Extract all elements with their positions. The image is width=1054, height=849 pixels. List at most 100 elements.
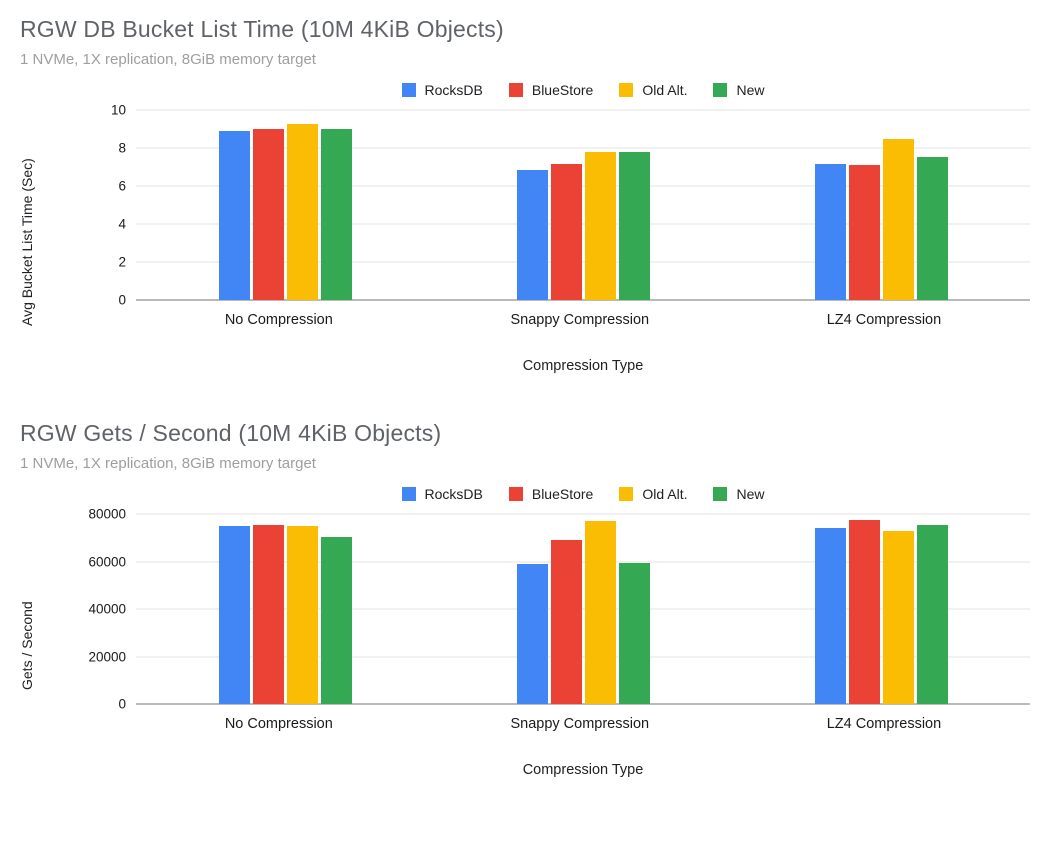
legend-label: Old Alt. [642,486,688,502]
legend-swatch-icon [508,83,523,97]
legend-item: Old Alt. [619,82,687,98]
y-axis-title: Gets / Second [19,601,35,691]
legend-swatch-icon [619,83,634,97]
bar-rocksdb [814,164,846,300]
bar-old-alt [882,530,914,704]
legend-item: Old Alt. [619,486,687,502]
legend: RocksDB BlueStore Old Alt. New [126,82,1040,98]
legend-label: New [736,486,765,502]
bar-bluestore [252,524,284,704]
bar-new [320,536,352,704]
bar-new [320,129,352,300]
legend-label: New [736,82,765,98]
bar-old-alt [286,124,318,300]
y-tick-label: 40000 [88,601,126,617]
legend: RocksDB BlueStore Old Alt. New [126,486,1040,502]
bar-group [516,514,650,704]
legend-item: RocksDB [401,82,483,98]
chart-gets-per-second[interactable]: RGW Gets / Second (10M 4KiB Objects) 1 N… [14,420,1040,778]
bar-bluestore [252,129,284,300]
y-tick-label: 60000 [88,554,126,569]
bar-rocksdb [814,528,846,704]
legend-item: BlueStore [508,82,594,98]
legend-item: New [713,486,765,502]
gridline [136,185,1030,187]
gridline [136,109,1030,111]
legend-label: BlueStore [531,486,594,502]
bar-group [814,110,948,300]
charts-page: RGW DB Bucket List Time (10M 4KiB Object… [14,16,1040,778]
bar-rocksdb [218,525,250,704]
legend-swatch-icon [401,487,416,501]
y-tick-label: 80000 [88,506,126,522]
x-axis-title: Compression Type [522,358,644,374]
plot-wrap: Gets / Second 0 20000 40000 60000 80000 No C… [19,507,1030,778]
bar-old-alt [286,525,318,704]
chart-bucket-list-time[interactable]: RGW DB Bucket List Time (10M 4KiB Object… [14,16,1040,374]
gridline [136,261,1030,263]
gridline [136,147,1030,149]
x-category-label: No Compression [224,312,333,328]
bar-rocksdb [516,169,548,300]
gridline [136,656,1030,657]
gridline [136,561,1030,562]
bar-new [618,562,650,704]
x-category-labels: No Compression Snappy Compression LZ4 Comp… [136,312,1030,328]
plot-area: 0 20000 40000 60000 80000 [88,507,1030,712]
bar-bluestore [848,165,880,300]
y-tick-label: 0 [118,696,126,712]
y-tick-label: 20000 [88,649,126,664]
chart-subtitle: 1 NVMe, 1X replication, 8GiB memory targ… [20,51,316,68]
bar-bluestore [848,519,880,704]
gridline [136,513,1030,515]
y-axis-title: Avg Bucket List Time (Sec) [19,158,35,326]
y-tick-label: 10 [110,102,126,118]
plot-wrap: Avg Bucket List Time (Sec) 0 2 4 6 8 10 No Co… [19,103,1030,374]
bar-groups [136,514,1030,704]
bar-old-alt [882,138,914,300]
x-category-label: Snappy Compression [510,312,650,328]
chart-title: RGW Gets / Second (10M 4KiB Objects) [20,420,442,446]
bar-group [516,110,650,300]
legend-swatch-icon [713,487,728,501]
legend-item: New [713,82,765,98]
bar-new [618,151,650,300]
y-tick-label: 6 [118,178,126,194]
legend-swatch-icon [619,487,634,501]
bar-bluestore [550,164,582,300]
bar-new [916,524,948,704]
bar-groups [136,110,1030,300]
legend-swatch-icon [508,487,523,501]
gridline [136,223,1030,225]
legend-swatch-icon [713,83,728,97]
legend-swatch-icon [401,83,416,97]
y-tick-label: 0 [118,292,126,308]
x-axis-title: Compression Type [522,762,644,778]
chart-subtitle: 1 NVMe, 1X replication, 8GiB memory targ… [20,455,316,472]
bar-group [814,514,948,704]
x-category-label: Snappy Compression [510,716,650,732]
bar-rocksdb [218,130,250,300]
legend-item: BlueStore [508,486,594,502]
y-tick-label: 2 [118,254,126,270]
x-axis-baseline [136,703,1030,705]
y-tick-label: 8 [118,140,126,156]
y-tick-label: 4 [118,216,126,232]
legend-label: Old Alt. [642,82,688,98]
legend-label: RocksDB [424,486,483,502]
bar-group [218,514,352,704]
bar-old-alt [584,521,616,704]
chart-title: RGW DB Bucket List Time (10M 4KiB Object… [20,16,504,42]
x-category-label: No Compression [224,716,333,732]
bar-bluestore [550,540,582,704]
legend-item: RocksDB [401,486,483,502]
x-category-labels: No Compression Snappy Compression LZ4 Comp… [136,716,1030,732]
x-axis-baseline [136,299,1030,301]
legend-label: RocksDB [424,82,483,98]
legend-label: BlueStore [531,82,594,98]
bar-rocksdb [516,563,548,704]
bar-old-alt [584,151,616,300]
gridline [136,608,1030,610]
x-category-label: LZ4 Compression [826,716,942,732]
bar-new [916,156,948,300]
